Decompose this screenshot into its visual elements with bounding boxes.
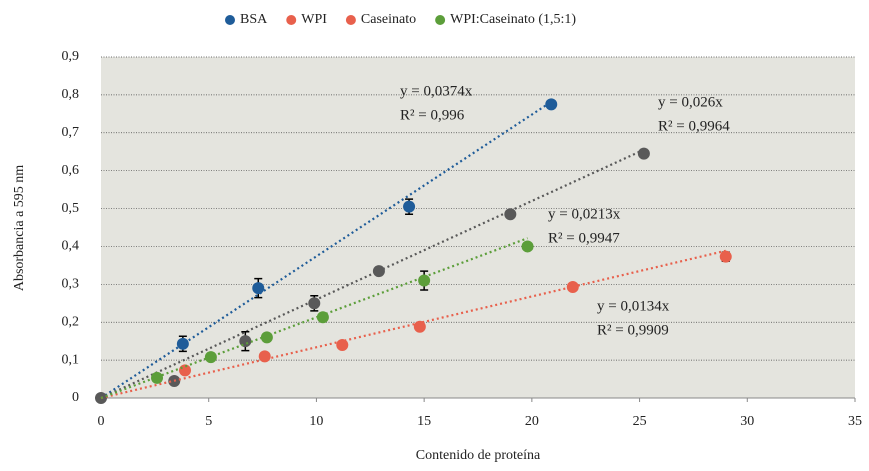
trendline-equation: y = 0,026x [658, 94, 723, 110]
x-tick-label: 5 [205, 414, 212, 429]
trendline-r2: R² = 0,9964 [658, 118, 730, 134]
data-point [179, 364, 192, 377]
trendline [100, 249, 726, 400]
data-point [308, 297, 321, 310]
plot-area [101, 57, 855, 398]
legend-marker [225, 15, 235, 25]
x-tick-label: 15 [417, 414, 431, 429]
x-tick-label: 0 [98, 414, 105, 429]
data-point [413, 320, 426, 333]
y-tick-label: 0,6 [62, 163, 80, 178]
y-tick-label: 0,2 [62, 314, 80, 329]
legend-label: BSA [240, 12, 268, 27]
x-tick-label: 30 [740, 414, 754, 429]
data-point [258, 350, 271, 363]
legend-label: WPI [301, 12, 327, 27]
x-tick-label: 35 [848, 414, 862, 429]
x-tick-label: 25 [633, 414, 647, 429]
y-tick-label: 0,3 [62, 277, 80, 292]
legend-marker [435, 15, 446, 25]
y-axis-title: Absorbancia a 595 nm [12, 165, 27, 291]
trendline-equation: y = 0,0213x [548, 206, 621, 222]
data-point [336, 338, 349, 351]
data-point [637, 147, 650, 160]
data-point [204, 351, 217, 364]
data-point [566, 280, 579, 293]
data-point [418, 274, 431, 287]
trendline [100, 237, 528, 400]
data-point [521, 240, 534, 253]
data-point [239, 335, 252, 348]
trendline-equation: y = 0,0134x [597, 298, 670, 314]
data-point [403, 200, 416, 213]
data-point [151, 371, 164, 384]
data-point [260, 331, 273, 344]
data-point [504, 208, 517, 221]
y-tick-label: 0,8 [62, 87, 80, 102]
data-point [719, 250, 732, 263]
x-tick-label: 20 [525, 414, 539, 429]
y-tick-label: 0 [72, 390, 79, 405]
trendline-equation: y = 0,0374x [400, 83, 473, 99]
data-point [252, 282, 265, 295]
data-point [316, 311, 329, 324]
trendline-r2: R² = 0,996 [400, 107, 465, 123]
legend-marker [286, 15, 297, 25]
data-point [372, 265, 385, 278]
data-point [176, 337, 189, 350]
legend-marker [345, 15, 356, 25]
legend-label: Caseinato [361, 12, 416, 27]
y-tick-label: 0,4 [62, 239, 80, 254]
y-tick-label: 0,1 [62, 352, 80, 367]
trendline-r2: R² = 0,9947 [548, 230, 620, 246]
data-point [545, 98, 558, 111]
x-axis-title: Contenido de proteína [416, 448, 541, 463]
y-tick-label: 0,9 [62, 49, 80, 64]
legend-label: WPI:Caseinato (1,5:1) [450, 12, 576, 27]
y-tick-label: 0,7 [62, 125, 80, 140]
trendline-r2: R² = 0,9909 [597, 322, 669, 338]
x-tick-label: 10 [309, 414, 323, 429]
y-tick-label: 0,5 [62, 201, 80, 216]
